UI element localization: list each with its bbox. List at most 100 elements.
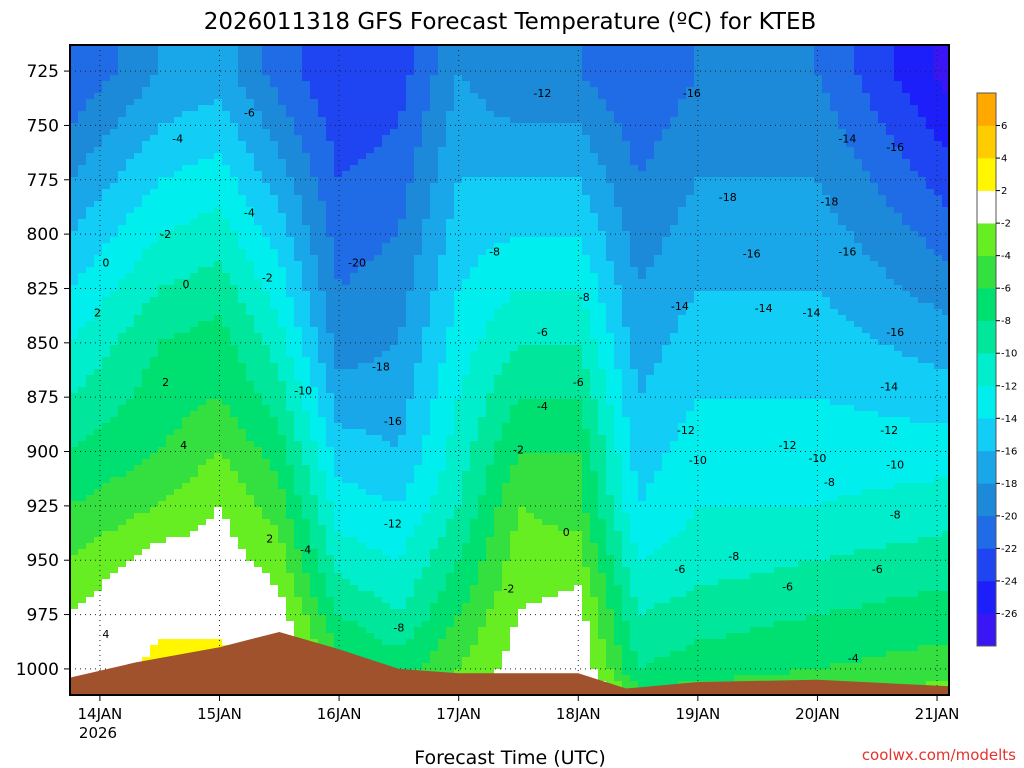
- temp-cell: [118, 267, 127, 274]
- temp-cell: [110, 273, 119, 280]
- temp-cell: [78, 231, 87, 238]
- temp-cell: [110, 75, 119, 82]
- temp-cell: [246, 279, 255, 286]
- temp-cell: [294, 621, 303, 628]
- temp-cell: [374, 255, 383, 262]
- temp-cell: [190, 285, 199, 292]
- temp-cell: [190, 237, 199, 244]
- temp-cell: [142, 291, 151, 298]
- temp-cell: [118, 399, 127, 406]
- temp-cell: [102, 177, 111, 184]
- temp-cell: [206, 291, 215, 298]
- temp-cell: [182, 231, 191, 238]
- temp-cell: [366, 423, 375, 430]
- temp-cell: [230, 441, 239, 448]
- temp-cell: [78, 57, 87, 64]
- temp-cell: [422, 441, 431, 448]
- temp-cell: [270, 609, 279, 616]
- temp-cell: [358, 381, 367, 388]
- temp-cell: [246, 399, 255, 406]
- temp-cell: [70, 183, 79, 190]
- temp-cell: [70, 501, 79, 508]
- temp-cell: [174, 411, 183, 418]
- temp-cell: [190, 627, 199, 634]
- temp-cell: [110, 243, 119, 250]
- temp-cell: [278, 447, 287, 454]
- temp-cell: [318, 213, 327, 220]
- temp-cell: [318, 621, 327, 628]
- temp-cell: [254, 279, 263, 286]
- temp-cell: [382, 165, 391, 172]
- temp-cell: [166, 621, 175, 628]
- temp-cell: [78, 207, 87, 214]
- temp-cell: [190, 411, 199, 418]
- temp-cell: [158, 357, 167, 364]
- temp-cell: [206, 633, 215, 640]
- temp-cell: [382, 345, 391, 352]
- temp-cell: [238, 477, 247, 484]
- temp-cell: [70, 363, 79, 370]
- temp-cell: [350, 615, 359, 622]
- temp-cell: [198, 621, 207, 628]
- temp-cell: [318, 639, 327, 646]
- temp-cell: [422, 537, 431, 544]
- temp-cell: [254, 501, 263, 508]
- temp-cell: [430, 183, 439, 190]
- temp-cell: [118, 279, 127, 286]
- temp-cell: [78, 285, 87, 292]
- temp-cell: [222, 141, 231, 148]
- temp-cell: [222, 315, 231, 322]
- temp-cell: [286, 381, 295, 388]
- temp-cell: [262, 501, 271, 508]
- temp-cell: [150, 123, 159, 130]
- temp-cell: [262, 201, 271, 208]
- temp-cell: [206, 393, 215, 400]
- temp-cell: [222, 417, 231, 424]
- temp-cell: [246, 123, 255, 130]
- temp-cell: [334, 87, 343, 94]
- temp-cell: [182, 99, 191, 106]
- temp-cell: [174, 93, 183, 100]
- temp-cell: [110, 657, 119, 664]
- temp-cell: [342, 597, 351, 604]
- temp-cell: [390, 345, 399, 352]
- temp-cell: [198, 597, 207, 604]
- temp-cell: [366, 279, 375, 286]
- temp-cell: [142, 489, 151, 496]
- temp-cell: [134, 651, 143, 658]
- temp-cell: [318, 567, 327, 574]
- temp-cell: [294, 615, 303, 622]
- temp-cell: [278, 627, 287, 634]
- temp-cell: [246, 465, 255, 472]
- temp-cell: [102, 537, 111, 544]
- temp-cell: [294, 519, 303, 526]
- temp-cell: [190, 225, 199, 232]
- temp-cell: [110, 549, 119, 556]
- temp-cell: [254, 237, 263, 244]
- temp-cell: [430, 207, 439, 214]
- temp-cell: [414, 297, 423, 304]
- temp-cell: [78, 171, 87, 178]
- temp-cell: [374, 123, 383, 130]
- temp-cell: [198, 81, 207, 88]
- temp-cell: [94, 87, 103, 94]
- temp-cell: [350, 579, 359, 586]
- temp-cell: [358, 207, 367, 214]
- temp-cell: [230, 279, 239, 286]
- temp-cell: [158, 267, 167, 274]
- temp-cell: [334, 189, 343, 196]
- temp-cell: [182, 177, 191, 184]
- temp-cell: [126, 147, 135, 154]
- temp-cell: [422, 573, 431, 580]
- temp-cell: [334, 177, 343, 184]
- temp-cell: [214, 75, 223, 82]
- temp-cell: [126, 615, 135, 622]
- temp-cell: [78, 615, 87, 622]
- temp-cell: [166, 561, 175, 568]
- temp-cell: [294, 63, 303, 70]
- temp-cell: [366, 237, 375, 244]
- temp-cell: [430, 375, 439, 382]
- temp-cell: [422, 141, 431, 148]
- temp-cell: [398, 507, 407, 514]
- temp-cell: [414, 147, 423, 154]
